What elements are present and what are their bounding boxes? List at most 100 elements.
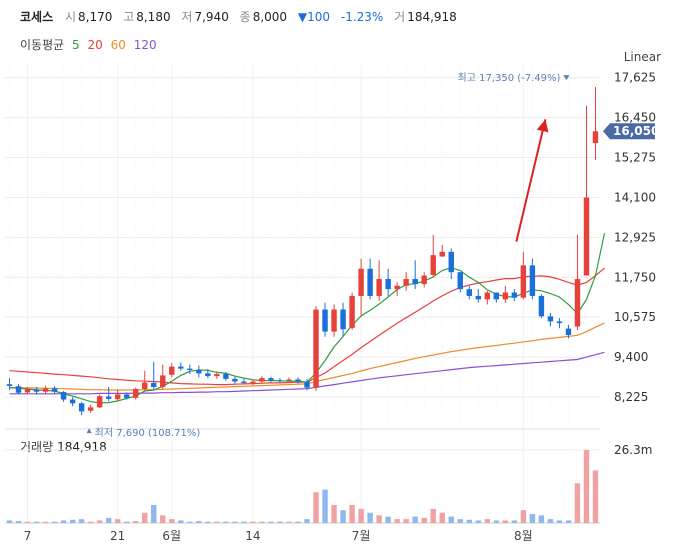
candle[interactable] <box>466 285 472 300</box>
volume-bar[interactable] <box>313 492 319 523</box>
candle[interactable] <box>24 386 31 395</box>
volume-bar[interactable] <box>124 521 130 523</box>
volume-bar[interactable] <box>322 489 328 523</box>
ma5-legend[interactable]: 5 <box>72 38 80 52</box>
candle[interactable] <box>277 378 283 383</box>
volume-bar[interactable] <box>114 519 121 523</box>
candle[interactable] <box>376 260 382 302</box>
candle[interactable] <box>268 376 274 383</box>
candle[interactable] <box>385 268 391 296</box>
volume-bar[interactable] <box>475 520 481 523</box>
volume-bar[interactable] <box>592 470 599 523</box>
moving-average-legend[interactable]: 이동평균 5 20 60 120 <box>20 36 161 53</box>
volume-bar[interactable] <box>250 521 256 523</box>
candle[interactable] <box>250 379 256 385</box>
candle[interactable] <box>78 401 85 416</box>
volume-bar[interactable] <box>295 521 301 523</box>
volume-bar[interactable] <box>574 483 581 523</box>
candle[interactable] <box>547 312 554 327</box>
candle[interactable] <box>42 385 49 395</box>
candle[interactable] <box>484 290 491 305</box>
volume-bar[interactable] <box>15 521 22 523</box>
candle[interactable] <box>160 364 166 390</box>
volume-bar[interactable] <box>24 521 31 523</box>
volume-bar[interactable] <box>385 516 391 523</box>
volume-bar[interactable] <box>484 519 491 523</box>
volume-bar[interactable] <box>403 519 409 523</box>
volume-bar[interactable] <box>511 520 518 523</box>
candle[interactable] <box>457 272 463 293</box>
candle[interactable] <box>448 248 454 279</box>
candle[interactable] <box>51 386 58 395</box>
candle[interactable] <box>304 378 310 391</box>
candle[interactable] <box>196 365 202 378</box>
volume-bar[interactable] <box>33 521 40 523</box>
volume-bar[interactable] <box>286 521 292 523</box>
volume-bar[interactable] <box>439 512 445 523</box>
volume-bar[interactable] <box>6 520 13 523</box>
candle[interactable] <box>96 394 103 409</box>
candle[interactable] <box>105 386 112 402</box>
ma60-legend[interactable]: 60 <box>110 38 126 52</box>
candle[interactable] <box>367 258 373 300</box>
volume-bar[interactable] <box>349 505 355 523</box>
ma120-legend[interactable]: 120 <box>133 38 157 52</box>
candle[interactable] <box>556 318 563 329</box>
candle[interactable] <box>511 289 518 302</box>
volume-bar[interactable] <box>340 510 346 523</box>
candle[interactable] <box>205 368 211 379</box>
candle[interactable] <box>340 302 346 337</box>
ma20-legend[interactable]: 20 <box>87 38 103 52</box>
volume-bar[interactable] <box>60 520 67 523</box>
candle[interactable] <box>223 372 229 381</box>
volume-bar[interactable] <box>151 505 157 523</box>
candle[interactable] <box>574 234 581 330</box>
volume-bar[interactable] <box>78 519 85 523</box>
candle[interactable] <box>529 258 536 300</box>
volume-bar[interactable] <box>358 508 364 523</box>
volume-bar[interactable] <box>529 514 536 523</box>
candle[interactable] <box>583 105 590 276</box>
volume-bar[interactable] <box>87 521 94 523</box>
candle[interactable] <box>169 363 175 378</box>
volume-bar[interactable] <box>268 521 274 523</box>
candle[interactable] <box>349 292 355 330</box>
candle[interactable] <box>502 285 509 303</box>
candle[interactable] <box>151 361 157 390</box>
volume-bar[interactable] <box>223 521 229 523</box>
volume-bar[interactable] <box>493 520 500 523</box>
candle[interactable] <box>412 260 418 290</box>
candle[interactable] <box>214 371 220 379</box>
candle[interactable] <box>538 294 545 319</box>
candle[interactable] <box>439 245 445 257</box>
candle[interactable] <box>187 364 193 375</box>
volume-bar[interactable] <box>367 512 373 523</box>
volume-bar[interactable] <box>187 521 193 523</box>
candle[interactable] <box>331 304 337 337</box>
volume-bar[interactable] <box>277 521 283 523</box>
candle[interactable] <box>592 87 599 161</box>
volume-bar[interactable] <box>69 519 76 523</box>
volume-bar[interactable] <box>331 505 337 523</box>
volume-bar[interactable] <box>412 516 418 523</box>
volume-bar[interactable] <box>133 521 139 523</box>
volume-bar[interactable] <box>547 519 554 523</box>
volume-bar[interactable] <box>583 449 590 523</box>
candle[interactable] <box>259 376 265 384</box>
volume-bar[interactable] <box>430 508 436 523</box>
candle[interactable] <box>493 292 500 303</box>
volume-bar[interactable] <box>421 517 427 523</box>
volume-bar[interactable] <box>376 515 382 523</box>
volume-bar[interactable] <box>565 520 572 523</box>
volume-bar[interactable] <box>178 520 184 523</box>
volume-bar[interactable] <box>466 519 472 523</box>
volume-bar[interactable] <box>160 515 166 523</box>
candle[interactable] <box>69 397 76 407</box>
volume-bar[interactable] <box>502 520 509 523</box>
candle[interactable] <box>286 377 292 383</box>
candle[interactable] <box>322 302 328 337</box>
volume-bar[interactable] <box>96 520 103 523</box>
scale-type-button[interactable]: Linear <box>623 50 661 64</box>
candle[interactable] <box>394 282 400 296</box>
